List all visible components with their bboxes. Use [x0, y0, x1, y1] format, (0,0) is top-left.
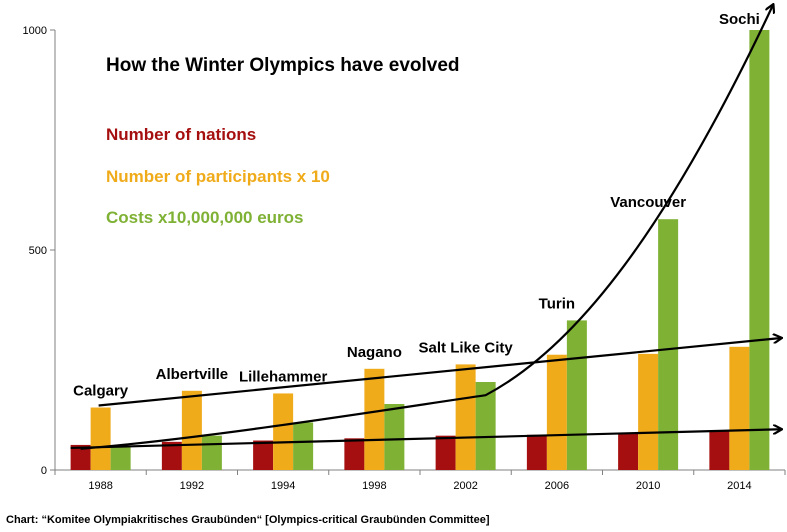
legend-nations: Number of nations: [106, 125, 256, 144]
bar-participants: [181, 390, 202, 470]
city-label: Salt Like City: [419, 339, 514, 356]
chart-title: How the Winter Olympics have evolved: [106, 55, 460, 76]
trend-arrow-nations: [70, 429, 781, 450]
chart-credit: Chart: “Komitee Olympiakritisches Graubü…: [6, 514, 490, 526]
bar-costs: [566, 320, 587, 470]
bar-nations: [253, 440, 274, 470]
bar-nations: [618, 433, 639, 470]
city-label: Albertville: [156, 366, 229, 383]
city-label: Sochi: [719, 11, 760, 28]
bar-participants: [729, 346, 750, 470]
city-labels: Calgary Albertville Lillehammer Nagano Salt …: [73, 11, 760, 400]
y-tick-label: 500: [29, 245, 47, 257]
bar-nations: [344, 438, 365, 470]
x-tick-label: 2006: [545, 480, 569, 492]
bar-costs: [749, 30, 770, 470]
bar-participants: [90, 407, 111, 470]
x-tick-label: 1988: [88, 480, 112, 492]
bar-participants: [638, 353, 659, 470]
legend-participants: Number of participants x 10: [106, 167, 330, 186]
bar-participants: [364, 368, 385, 470]
x-tick-label: 1992: [180, 480, 204, 492]
x-tick-label: 2014: [727, 480, 751, 492]
city-label: Calgary: [73, 383, 129, 400]
bar-costs: [475, 382, 496, 470]
bar-costs: [110, 445, 131, 470]
bar-nations: [435, 435, 456, 470]
city-label: Lillehammer: [239, 368, 328, 385]
bar-costs: [201, 435, 222, 470]
y-tick-label: 1000: [23, 25, 47, 37]
bar-costs: [293, 422, 314, 470]
bar-participants: [546, 354, 567, 470]
x-tick-label: 1998: [362, 480, 386, 492]
x-tick-label: 1994: [271, 480, 295, 492]
trend-arrows: [70, 5, 781, 450]
bar-nations: [709, 431, 730, 470]
legend-costs: Costs x10,000,000 euros: [106, 208, 304, 227]
city-label: Vancouver: [610, 194, 686, 211]
y-tick-label: 0: [41, 465, 47, 477]
bar-participants: [455, 364, 476, 470]
bar-costs: [658, 219, 679, 470]
bar-nations: [70, 444, 91, 470]
x-tick-label: 2002: [453, 480, 477, 492]
trend-arrow-costs: [80, 5, 773, 450]
city-label: Turin: [539, 295, 575, 312]
bar-participants: [273, 393, 294, 470]
bar-nations: [161, 441, 182, 470]
bar-costs: [384, 404, 405, 470]
trend-arrow-participants: [98, 338, 781, 407]
city-label: Nagano: [347, 344, 402, 361]
x-tick-label: 2010: [636, 480, 660, 492]
bar-nations: [526, 434, 547, 470]
